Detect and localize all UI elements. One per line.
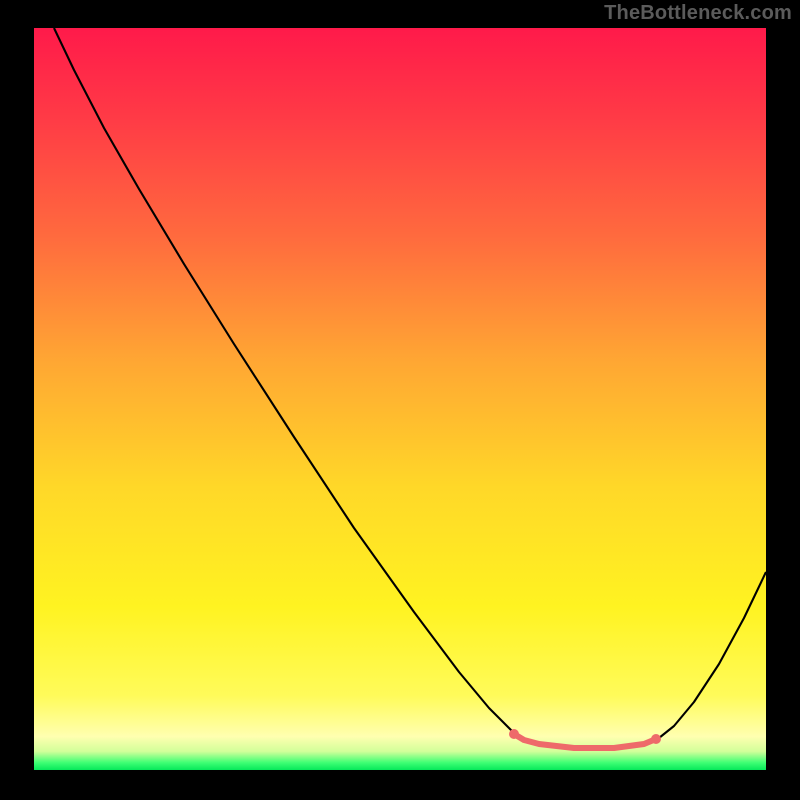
chart-canvas: TheBottleneck.com xyxy=(0,0,800,800)
plot-area xyxy=(34,28,766,770)
plot-background xyxy=(34,28,766,770)
highlight-endpoint xyxy=(509,729,519,739)
watermark-text: TheBottleneck.com xyxy=(604,2,792,25)
highlight-endpoint xyxy=(651,734,661,744)
